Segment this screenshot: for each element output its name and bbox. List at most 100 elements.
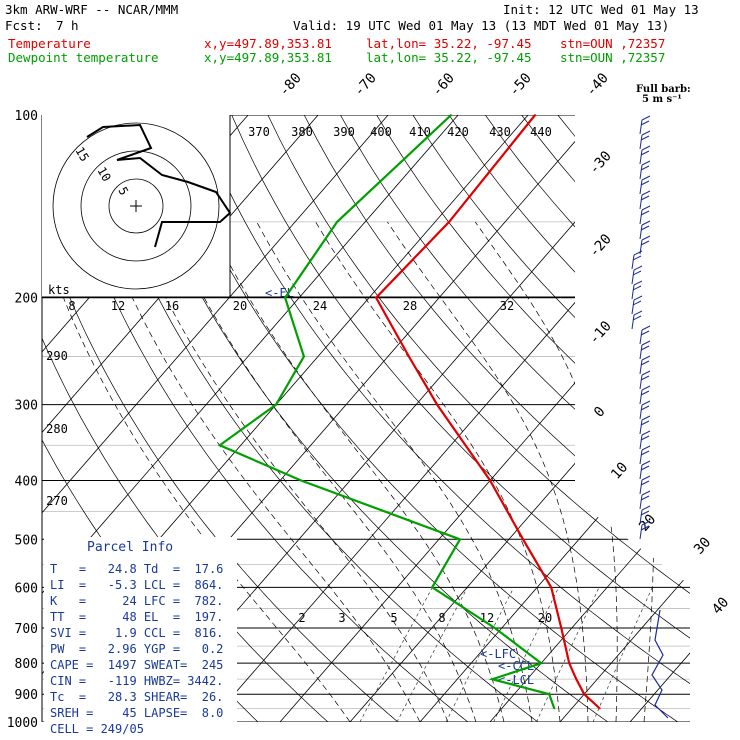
dewpoint-point bbox=[553, 707, 556, 710]
hodograph-ring bbox=[52, 122, 220, 290]
wind-barb-shaft bbox=[639, 194, 643, 210]
dry-adiabat-line bbox=[376, 115, 690, 722]
pressure-tick-label: 800 bbox=[15, 657, 38, 672]
wind-barb-shaft bbox=[639, 359, 643, 375]
speed-tick-label: 16 bbox=[165, 299, 179, 313]
mixing-ratio-line bbox=[359, 587, 433, 722]
temperature-legend-xy: x,y=497.89,353.81 bbox=[204, 36, 332, 51]
wind-barb-flag bbox=[640, 150, 650, 156]
wind-barb-flag bbox=[641, 190, 651, 196]
wind-barb-flag bbox=[641, 325, 651, 331]
level-annotation: <-LFC bbox=[480, 647, 516, 661]
wind-barb-shaft bbox=[639, 404, 643, 420]
wind-barb-shaft bbox=[639, 419, 643, 435]
wind-barb-flag bbox=[640, 480, 650, 486]
theta-label: 370 bbox=[248, 125, 270, 139]
wind-barb-flag bbox=[640, 330, 650, 336]
wind-barb-shaft bbox=[639, 374, 643, 390]
dewpoint-profile bbox=[217, 114, 556, 709]
wind-barb-shaft bbox=[639, 224, 643, 240]
wind-barb-flag bbox=[641, 505, 651, 511]
mixing-ratio-line bbox=[445, 587, 515, 722]
dry-adiabat-line bbox=[42, 115, 399, 722]
wind-barb-flag bbox=[641, 175, 651, 181]
isotherm-line bbox=[419, 115, 690, 722]
mixing-ratio-label: 5 bbox=[390, 611, 397, 625]
wind-barb-flag bbox=[641, 430, 651, 436]
temperature-point bbox=[568, 662, 571, 665]
parcel-info-box bbox=[44, 537, 237, 733]
wind-barb-flag bbox=[632, 300, 642, 306]
wind-barb-shaft bbox=[639, 509, 643, 525]
wind-barb-flag bbox=[640, 345, 650, 351]
dewpoint-legend-stn: stn=OUN ,72357 bbox=[560, 50, 666, 65]
temperature-point bbox=[583, 693, 586, 696]
isotherm-line bbox=[700, 115, 740, 722]
dry-adiabat-line bbox=[86, 115, 539, 722]
isotherm-line bbox=[559, 115, 690, 722]
dry-adiabat-line bbox=[666, 115, 690, 722]
valid-time: Valid: 19 UTC Wed 01 May 13 (13 MDT Wed … bbox=[293, 18, 670, 33]
wind-barb-flag bbox=[641, 385, 651, 391]
isotherm-line bbox=[489, 115, 690, 722]
theta-e-label: 270 bbox=[46, 494, 68, 508]
hodograph-kts-label: kts bbox=[48, 283, 70, 297]
wind-barb-flag bbox=[633, 310, 643, 316]
dewpoint-point bbox=[491, 678, 494, 681]
mixing-ratio-line bbox=[592, 587, 653, 722]
wind-barb-flag bbox=[640, 450, 650, 456]
wind-barb-shaft bbox=[631, 254, 635, 270]
isotherm-label: 20 bbox=[636, 511, 659, 534]
dewpoint-point bbox=[548, 693, 551, 696]
isotherm-label: -20 bbox=[586, 231, 615, 261]
moist-adiabat-line bbox=[42, 221, 351, 722]
parcel-info-row: SVI = 1.9 CCL = 816. bbox=[50, 626, 224, 640]
wind-barbs bbox=[631, 115, 669, 719]
wind-barb-flag bbox=[641, 400, 651, 406]
speed-tick-label: 32 bbox=[500, 299, 514, 313]
temperature-point bbox=[598, 707, 601, 710]
temperature-point bbox=[375, 296, 378, 299]
speed-tick-label: 12 bbox=[111, 299, 125, 313]
isotherm-line bbox=[279, 115, 690, 722]
wind-barb-flag bbox=[640, 405, 650, 411]
pressure-tick-label: 500 bbox=[15, 533, 38, 548]
wind-barb-flag bbox=[640, 495, 650, 501]
sounding-series bbox=[217, 114, 601, 710]
isotherm-line bbox=[42, 115, 389, 722]
parcel-info-title: Parcel Info bbox=[87, 540, 174, 555]
wind-barb-flag bbox=[640, 420, 650, 426]
mixing-ratio-line bbox=[536, 587, 600, 722]
isotherm-label: -30 bbox=[586, 148, 615, 178]
wind-barb-shaft bbox=[639, 149, 643, 165]
speed-tick-label: 8 bbox=[68, 299, 75, 313]
wind-barb-shaft bbox=[639, 479, 643, 495]
dry-adiabat-line bbox=[340, 115, 690, 722]
temperature-legend-name: Temperature bbox=[8, 36, 91, 51]
dewpoint-legend-xy: x,y=497.89,353.81 bbox=[204, 50, 332, 65]
moist-adiabat-line bbox=[130, 221, 449, 722]
hodograph-trace bbox=[86, 123, 232, 248]
wind-barb-flag bbox=[641, 475, 651, 481]
dewpoint-point bbox=[284, 296, 287, 299]
mixing-ratio-label: 3 bbox=[338, 611, 345, 625]
parcel-info-row: LI = -5.3 LCL = 864. bbox=[50, 578, 224, 592]
dewpoint-point bbox=[459, 538, 461, 541]
parcel-info-row: TT = 48 EL = 197. bbox=[50, 610, 224, 624]
wind-barb-flag bbox=[641, 235, 651, 241]
temperature-point bbox=[550, 586, 553, 589]
isotherm-label: 0 bbox=[591, 404, 609, 421]
pressure-tick-label: 100 bbox=[15, 109, 38, 124]
forecast-hours: 7 h bbox=[56, 18, 79, 33]
mixing-ratio-line bbox=[396, 587, 468, 722]
dewpoint-legend-latlon: lat,lon= 35.22, -97.45 bbox=[366, 50, 532, 65]
isotherm-label: -40 bbox=[583, 70, 612, 100]
wind-barb-flag bbox=[640, 465, 650, 471]
moist-adiabat-line bbox=[166, 221, 477, 722]
hodograph-ring-label: 10 bbox=[94, 165, 113, 185]
wind-barb-flag bbox=[633, 280, 643, 286]
dewpoint-point bbox=[218, 444, 221, 447]
wind-barb-shaft bbox=[639, 329, 643, 345]
wind-barb-shaft bbox=[639, 434, 643, 450]
dry-adiabat-line bbox=[703, 115, 740, 722]
